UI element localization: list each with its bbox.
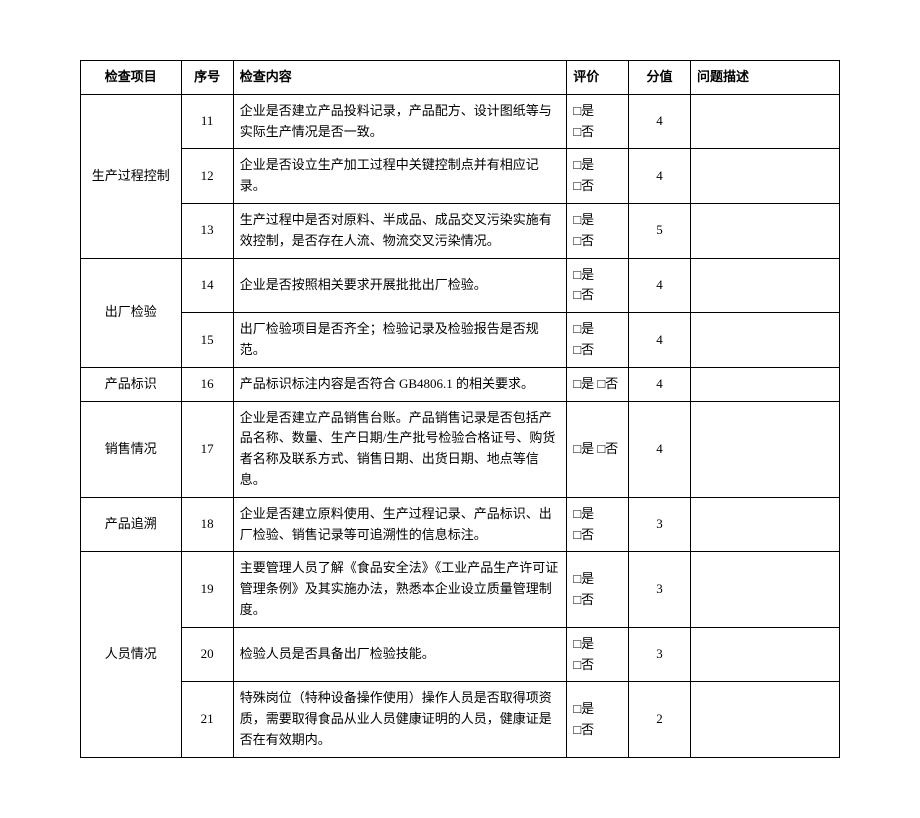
cell-eval: □是 □否 bbox=[567, 401, 629, 497]
table-row: 产品标识16产品标识标注内容是否符合 GB4806.1 的相关要求。□是 □否4 bbox=[81, 367, 840, 401]
cell-issue bbox=[690, 94, 839, 149]
col-content: 检查内容 bbox=[233, 61, 567, 95]
cell-eval: □是 □否 bbox=[567, 313, 629, 368]
cell-issue bbox=[690, 313, 839, 368]
cell-idx: 18 bbox=[181, 497, 233, 552]
cell-idx: 11 bbox=[181, 94, 233, 149]
cell-item: 出厂检验 bbox=[81, 258, 182, 367]
cell-item: 人员情况 bbox=[81, 552, 182, 757]
cell-idx: 12 bbox=[181, 149, 233, 204]
cell-content: 企业是否按照相关要求开展批批出厂检验。 bbox=[233, 258, 567, 313]
col-score: 分值 bbox=[629, 61, 691, 95]
cell-score: 2 bbox=[629, 682, 691, 757]
cell-score: 4 bbox=[629, 258, 691, 313]
cell-issue bbox=[690, 149, 839, 204]
cell-content: 产品标识标注内容是否符合 GB4806.1 的相关要求。 bbox=[233, 367, 567, 401]
cell-content: 特殊岗位（特种设备操作使用）操作人员是否取得项资质，需要取得食品从业人员健康证明… bbox=[233, 682, 567, 757]
cell-idx: 21 bbox=[181, 682, 233, 757]
cell-score: 3 bbox=[629, 497, 691, 552]
table-row: 13生产过程中是否对原料、半成品、成品交叉污染实施有效控制，是否存在人流、物流交… bbox=[81, 203, 840, 258]
cell-issue bbox=[690, 552, 839, 627]
table-row: 出厂检验14企业是否按照相关要求开展批批出厂检验。□是 □否4 bbox=[81, 258, 840, 313]
inspection-table: 检查项目 序号 检查内容 评价 分值 问题描述 生产过程控制11企业是否建立产品… bbox=[80, 60, 840, 758]
cell-score: 4 bbox=[629, 401, 691, 497]
cell-eval: □是 □否 bbox=[567, 258, 629, 313]
cell-idx: 14 bbox=[181, 258, 233, 313]
cell-eval: □是 □否 bbox=[567, 497, 629, 552]
table-row: 人员情况19主要管理人员了解《食品安全法》《工业产品生产许可证管理条例》及其实施… bbox=[81, 552, 840, 627]
cell-issue bbox=[690, 682, 839, 757]
cell-idx: 19 bbox=[181, 552, 233, 627]
col-idx: 序号 bbox=[181, 61, 233, 95]
table-row: 15出厂检验项目是否齐全；检验记录及检验报告是否规范。□是 □否4 bbox=[81, 313, 840, 368]
table-header-row: 检查项目 序号 检查内容 评价 分值 问题描述 bbox=[81, 61, 840, 95]
cell-score: 4 bbox=[629, 367, 691, 401]
cell-idx: 16 bbox=[181, 367, 233, 401]
table-row: 销售情况17企业是否建立产品销售台账。产品销售记录是否包括产品名称、数量、生产日… bbox=[81, 401, 840, 497]
col-issue: 问题描述 bbox=[690, 61, 839, 95]
cell-content: 生产过程中是否对原料、半成品、成品交叉污染实施有效控制，是否存在人流、物流交叉污… bbox=[233, 203, 567, 258]
table-row: 12企业是否设立生产加工过程中关键控制点并有相应记录。□是 □否4 bbox=[81, 149, 840, 204]
cell-idx: 15 bbox=[181, 313, 233, 368]
cell-eval: □是 □否 bbox=[567, 627, 629, 682]
cell-content: 企业是否设立生产加工过程中关键控制点并有相应记录。 bbox=[233, 149, 567, 204]
col-eval: 评价 bbox=[567, 61, 629, 95]
cell-eval: □是 □否 bbox=[567, 367, 629, 401]
cell-issue bbox=[690, 401, 839, 497]
cell-eval: □是 □否 bbox=[567, 203, 629, 258]
cell-score: 4 bbox=[629, 149, 691, 204]
table-row: 20检验人员是否具备出厂检验技能。□是 □否3 bbox=[81, 627, 840, 682]
cell-content: 检验人员是否具备出厂检验技能。 bbox=[233, 627, 567, 682]
table-row: 21特殊岗位（特种设备操作使用）操作人员是否取得项资质，需要取得食品从业人员健康… bbox=[81, 682, 840, 757]
cell-eval: □是 □否 bbox=[567, 682, 629, 757]
cell-score: 4 bbox=[629, 94, 691, 149]
cell-score: 3 bbox=[629, 552, 691, 627]
cell-content: 企业是否建立产品销售台账。产品销售记录是否包括产品名称、数量、生产日期/生产批号… bbox=[233, 401, 567, 497]
cell-content: 出厂检验项目是否齐全；检验记录及检验报告是否规范。 bbox=[233, 313, 567, 368]
cell-idx: 13 bbox=[181, 203, 233, 258]
cell-eval: □是 □否 bbox=[567, 552, 629, 627]
cell-issue bbox=[690, 203, 839, 258]
cell-item: 生产过程控制 bbox=[81, 94, 182, 258]
cell-item: 产品追溯 bbox=[81, 497, 182, 552]
cell-item: 销售情况 bbox=[81, 401, 182, 497]
cell-item: 产品标识 bbox=[81, 367, 182, 401]
cell-idx: 20 bbox=[181, 627, 233, 682]
cell-content: 企业是否建立产品投料记录，产品配方、设计图纸等与实际生产情况是否一致。 bbox=[233, 94, 567, 149]
table-row: 产品追溯18企业是否建立原料使用、生产过程记录、产品标识、出厂检验、销售记录等可… bbox=[81, 497, 840, 552]
col-item: 检查项目 bbox=[81, 61, 182, 95]
cell-eval: □是 □否 bbox=[567, 94, 629, 149]
cell-issue bbox=[690, 627, 839, 682]
cell-issue bbox=[690, 497, 839, 552]
cell-eval: □是 □否 bbox=[567, 149, 629, 204]
cell-score: 3 bbox=[629, 627, 691, 682]
cell-score: 5 bbox=[629, 203, 691, 258]
table-row: 生产过程控制11企业是否建立产品投料记录，产品配方、设计图纸等与实际生产情况是否… bbox=[81, 94, 840, 149]
cell-content: 主要管理人员了解《食品安全法》《工业产品生产许可证管理条例》及其实施办法，熟悉本… bbox=[233, 552, 567, 627]
cell-content: 企业是否建立原料使用、生产过程记录、产品标识、出厂检验、销售记录等可追溯性的信息… bbox=[233, 497, 567, 552]
cell-score: 4 bbox=[629, 313, 691, 368]
cell-issue bbox=[690, 258, 839, 313]
cell-idx: 17 bbox=[181, 401, 233, 497]
cell-issue bbox=[690, 367, 839, 401]
